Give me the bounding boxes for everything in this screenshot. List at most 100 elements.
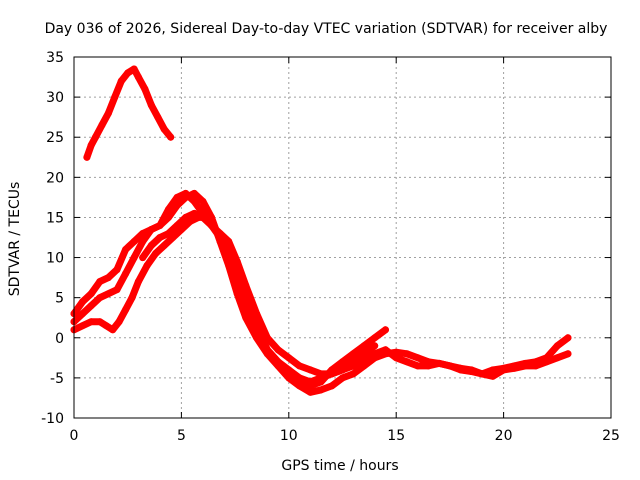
series-track-a <box>83 65 175 161</box>
data-point <box>104 109 112 117</box>
data-point <box>173 193 181 201</box>
data-point <box>457 366 465 374</box>
data-point <box>403 358 411 366</box>
data-point <box>87 318 95 326</box>
data-point <box>208 222 215 229</box>
data-point <box>79 310 87 318</box>
data-point <box>216 230 224 237</box>
data-point <box>160 125 168 133</box>
data-point <box>111 93 119 101</box>
data-point <box>130 238 138 245</box>
data-point <box>102 322 110 330</box>
data-point <box>371 350 379 358</box>
data-point <box>130 65 138 73</box>
data-point <box>113 286 121 294</box>
data-point <box>564 334 572 342</box>
data-point <box>306 366 314 374</box>
data-point <box>274 358 282 366</box>
data-point <box>117 77 125 85</box>
data-point <box>339 366 346 374</box>
data-point <box>467 368 475 375</box>
series-track-e <box>139 209 572 378</box>
data-point <box>134 278 142 286</box>
data-point <box>87 290 95 298</box>
x-tick-label: 20 <box>495 428 513 444</box>
data-point <box>190 209 198 217</box>
data-point <box>167 133 175 141</box>
data-point <box>253 310 261 318</box>
data-point <box>263 346 271 354</box>
data-point <box>403 350 411 358</box>
data-point <box>160 242 168 249</box>
x-tick-label: 5 <box>177 428 186 444</box>
data-point <box>317 386 325 394</box>
data-point <box>124 69 132 77</box>
x-tick-label: 25 <box>602 428 620 444</box>
data-point <box>122 246 130 253</box>
x-tick-label: 0 <box>70 428 79 444</box>
data-point <box>489 366 497 374</box>
data-point <box>147 242 155 249</box>
series-line <box>70 189 572 396</box>
data-point <box>122 306 130 314</box>
y-tick-label: -10 <box>41 411 64 427</box>
data-point <box>83 153 91 161</box>
data-point <box>242 282 250 290</box>
data-point <box>143 262 151 270</box>
data-point <box>182 189 190 197</box>
data-point <box>263 334 271 342</box>
data-point <box>98 121 106 129</box>
data-point <box>122 270 130 278</box>
data-point <box>156 234 164 241</box>
data-point <box>274 346 282 354</box>
data-point <box>87 141 95 149</box>
y-axis-title: SDTVAR / TECUs <box>7 182 23 297</box>
y-tick-label: 25 <box>46 130 64 146</box>
data-point <box>543 354 551 362</box>
data-point <box>371 334 379 342</box>
data-point <box>328 370 336 378</box>
data-point <box>165 230 172 237</box>
data-point <box>532 358 540 366</box>
y-tick-label: 10 <box>46 251 64 267</box>
data-point <box>87 302 95 310</box>
y-tick-label: 35 <box>46 50 64 66</box>
y-tick-label: 20 <box>46 170 64 186</box>
x-axis-title: GPS time / hours <box>281 458 398 474</box>
data-point <box>139 254 147 262</box>
y-tick-label: 0 <box>55 331 64 347</box>
data-point <box>328 382 336 390</box>
data-point <box>134 73 142 81</box>
data-point <box>414 354 422 362</box>
y-tick-label: 5 <box>55 291 64 307</box>
data-point <box>173 222 181 229</box>
data-point <box>553 342 561 350</box>
data-point <box>147 226 155 233</box>
chart-title: Day 036 of 2026, Sidereal Day-to-day VTE… <box>45 21 608 37</box>
data-point <box>339 358 346 366</box>
data-point <box>296 362 303 370</box>
y-axis-ticks: -10 -5 0 5 10 15 20 25 30 35 <box>41 50 611 427</box>
data-point <box>130 254 138 262</box>
data-point <box>296 374 303 382</box>
data-point <box>360 342 368 350</box>
data-point <box>382 326 389 334</box>
data-point <box>79 322 87 330</box>
data-point <box>104 274 112 282</box>
data-point <box>317 370 325 378</box>
data-point <box>564 350 572 358</box>
data-point <box>285 366 293 374</box>
data-point <box>424 362 432 370</box>
data-point <box>414 362 422 370</box>
data-point <box>199 213 207 221</box>
data-point <box>115 318 123 326</box>
data-point <box>147 101 155 109</box>
x-tick-label: 10 <box>280 428 298 444</box>
data-point <box>96 294 104 302</box>
data-point <box>349 362 357 370</box>
series-track-b <box>70 189 572 396</box>
data-point <box>225 238 233 245</box>
data-point <box>360 358 368 366</box>
data-point <box>190 197 198 205</box>
